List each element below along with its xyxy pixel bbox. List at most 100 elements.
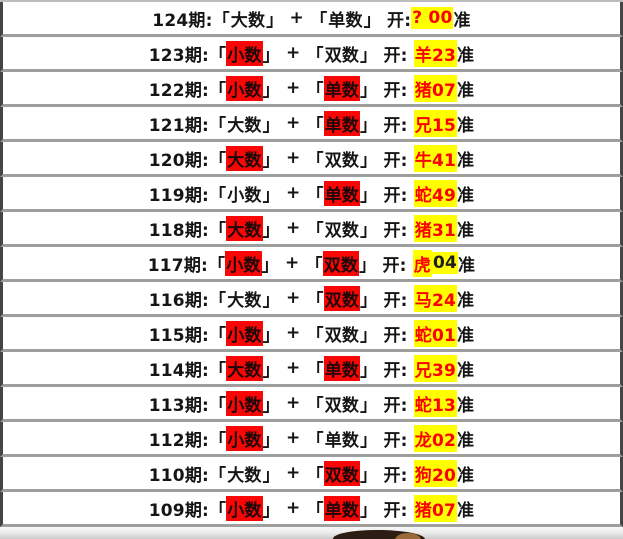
result-row: 119期: 「小数」 + 「单数」 开: 蛇49 准 (0, 177, 623, 212)
accuracy-suffix: 准 (457, 430, 475, 451)
result-value: 猪07 (413, 74, 458, 102)
accuracy-suffix: 准 (457, 360, 475, 381)
accuracy-suffix: 准 (458, 255, 476, 276)
bracket-close: 」 (262, 115, 280, 136)
parity-term: 单数 (324, 430, 360, 451)
bracket-close: 」 (262, 45, 280, 66)
open-label: 开: (376, 255, 413, 276)
partial-photo (333, 530, 425, 539)
plus-sign: + (279, 43, 307, 63)
accuracy-suffix: 准 (457, 80, 475, 101)
period-label: 117期: (147, 255, 209, 276)
plus-sign: + (279, 113, 307, 133)
open-label: 开: (377, 150, 414, 171)
open-label: 开: (377, 185, 414, 206)
parity-term: 双数 (323, 285, 361, 311)
plus-sign: + (279, 148, 307, 168)
bracket-close: 」 (261, 255, 279, 276)
plus-sign: + (283, 8, 311, 28)
result-value: 马24 (413, 284, 458, 312)
bracket-close: 」 (262, 150, 280, 171)
result-row: 123期: 「小数」 + 「双数」 开: 羊23 准 (0, 37, 623, 72)
bracket-open: 「 (306, 45, 324, 66)
accuracy-suffix: 准 (457, 150, 475, 171)
bracket-close: 」 (262, 430, 280, 451)
footer-strip (0, 527, 623, 539)
bracket-close: 」 (262, 395, 280, 416)
period-label: 115期: (148, 325, 210, 346)
partial-photo-highlight (395, 533, 421, 539)
bracket-close: 」 (360, 115, 378, 136)
size-term: 小数 (226, 425, 263, 451)
result-row: 117期: 「小数」 + 「双数」 开: 虎 04 准 (0, 247, 623, 282)
size-term: 小数 (226, 320, 263, 346)
bracket-close: 」 (360, 185, 378, 206)
result-value: 龙02 (413, 424, 458, 452)
plus-sign: + (279, 393, 307, 413)
size-term: 大数 (226, 355, 263, 381)
size-term: 小数 (226, 40, 263, 66)
bracket-open: 「 (305, 255, 323, 276)
result-row: 118期: 「大数」 + 「双数」 开: 猪31 准 (0, 212, 623, 247)
bracket-close: 」 (262, 220, 280, 241)
result-value: 狗20 (413, 459, 458, 487)
result-row: 110期: 「大数」 + 「双数」 开: 狗20 准 (0, 457, 623, 492)
accuracy-suffix: 准 (457, 185, 475, 206)
bracket-close: 」 (360, 395, 378, 416)
plus-sign: + (279, 183, 307, 203)
bracket-close: 」 (262, 500, 280, 521)
open-label: 开: (377, 220, 414, 241)
result-value: 兄15 (413, 109, 458, 137)
accuracy-suffix: 准 (457, 45, 475, 66)
size-term: 小数 (226, 75, 263, 101)
period-label: 113期: (148, 395, 210, 416)
accuracy-suffix: 准 (457, 290, 475, 311)
result-row: 124期: 「大数」 + 「单数」 开:? 00 准 (0, 2, 623, 37)
bracket-open: 「 (209, 360, 227, 381)
plus-sign: + (279, 463, 307, 483)
open-label: 开: (377, 80, 414, 101)
accuracy-suffix: 准 (457, 220, 475, 241)
period-label: 114期: (148, 360, 210, 381)
size-term: 大数 (227, 115, 262, 136)
result-row: 113期: 「小数」 + 「双数」 开: 蛇13 准 (0, 387, 623, 422)
period-label: 110期: (148, 465, 210, 486)
bracket-close: 」 (360, 290, 378, 311)
result-row: 121期: 「大数」 + 「单数」 开: 兄15 准 (0, 107, 623, 142)
result-value: 羊23 (413, 39, 458, 67)
bracket-close: 」 (262, 290, 280, 311)
period-label: 121期: (148, 115, 210, 136)
period-label: 119期: (148, 185, 210, 206)
bracket-close: 」 (360, 360, 378, 381)
bracket-open: 「 (306, 290, 324, 311)
bracket-open: 「 (310, 10, 328, 31)
open-label: 开: (377, 465, 414, 486)
bracket-open: 「 (209, 395, 227, 416)
open-label: 开: (377, 325, 414, 346)
plus-sign: + (279, 288, 307, 308)
bracket-close: 」 (360, 500, 378, 521)
size-term: 小数 (226, 495, 263, 521)
result-value: 04 (431, 252, 459, 274)
bracket-close: 」 (359, 255, 377, 276)
parity-term: 单数 (323, 495, 361, 521)
bracket-close: 」 (360, 325, 378, 346)
bracket-open: 「 (209, 325, 227, 346)
bracket-open: 「 (209, 500, 227, 521)
bracket-close: 」 (360, 430, 378, 451)
result-row: 116期: 「大数」 + 「双数」 开: 马24 准 (0, 282, 623, 317)
size-term: 大数 (226, 145, 263, 171)
bracket-open: 「 (306, 465, 324, 486)
plus-sign: + (279, 323, 307, 343)
open-label: 开: (377, 115, 414, 136)
size-term: 大数 (230, 10, 266, 31)
result-value: 蛇49 (413, 179, 458, 207)
open-label: 开: (377, 360, 414, 381)
bracket-open: 「 (306, 220, 324, 241)
parity-term: 单数 (323, 75, 361, 101)
period-label: 109期: (148, 500, 210, 521)
accuracy-suffix: 准 (457, 500, 475, 521)
result-row: 122期: 「小数」 + 「单数」 开: 猪07 准 (0, 72, 623, 107)
bracket-close: 」 (266, 10, 284, 31)
result-value: 虎 (412, 249, 432, 277)
